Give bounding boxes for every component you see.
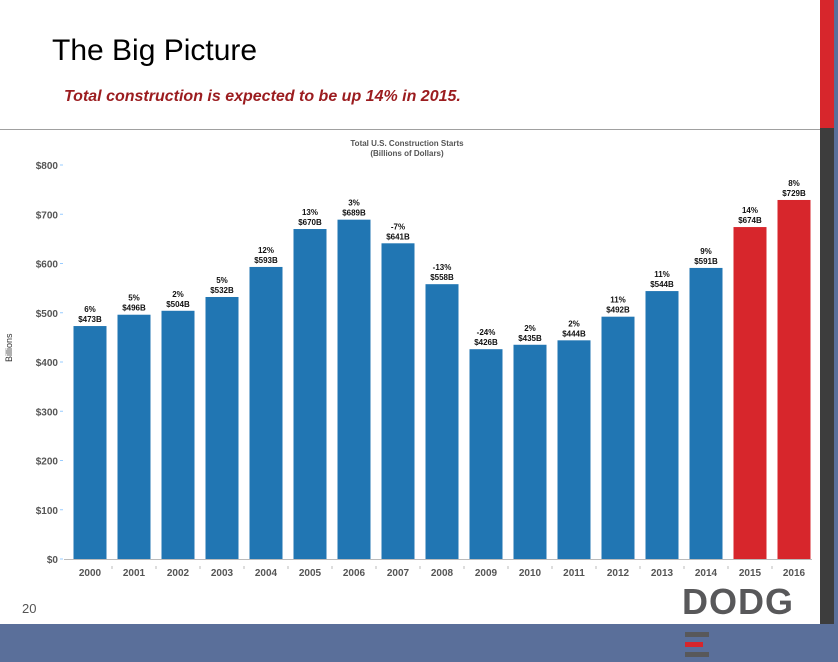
bar [381,243,415,559]
pct-label: 2% [172,290,184,299]
pct-label: 2% [524,324,536,333]
pct-label: 14% [742,206,758,215]
value-label: $674B [738,216,762,225]
pct-label: 5% [128,294,140,303]
bar [557,340,591,559]
bar [205,296,239,559]
pct-label: 6% [84,305,96,314]
value-label: $496B [122,304,146,313]
bar [425,284,459,559]
value-label: $593B [254,256,278,265]
x-tick-label: 2008 [431,568,454,579]
bar [777,199,811,559]
bar [733,227,767,559]
value-label: $641B [386,232,410,241]
pct-label: -13% [433,263,452,272]
x-tick-label: 2002 [167,568,190,579]
value-label: $729B [782,189,806,198]
y-tick-label: $0 [47,555,59,566]
slide-title: The Big Picture [52,34,258,67]
x-tick-label: 2010 [519,568,542,579]
page-number: 20 [22,601,37,616]
pct-label: 5% [216,276,228,285]
bar [117,314,151,559]
value-label: $558B [430,273,454,282]
x-tick-label: 2009 [475,568,498,579]
bar [601,316,635,559]
bar [293,229,327,559]
side-bar [820,128,834,624]
x-tick-label: 2011 [563,568,585,579]
bar [469,349,503,559]
value-label: $426B [474,338,498,347]
slide: The Big Picture Total construction is ex… [0,0,820,657]
value-label: $473B [78,315,102,324]
pct-label: 8% [788,179,800,188]
accent-bar [820,0,834,128]
y-tick-label: $300 [36,407,59,418]
x-tick-label: 2005 [299,568,322,579]
x-tick-label: 2006 [343,568,366,579]
pct-label: 13% [302,208,318,217]
pct-label: 3% [348,199,360,208]
pct-label: 11% [610,296,626,305]
value-label: $670B [298,218,322,227]
y-tick-label: $800 [36,161,59,172]
value-label: $544B [650,280,674,289]
bar [689,267,723,559]
y-tick-label: $500 [36,309,59,320]
y-tick-label: $100 [36,506,59,517]
y-tick-label: $700 [36,210,59,221]
y-tick-label: $400 [36,358,59,369]
chart-subtitle: (Billions of Dollars) [370,149,444,158]
chart-title: Total U.S. Construction Starts (Billions… [300,139,514,159]
bar [337,219,371,560]
pct-label: 11% [654,270,670,279]
divider [0,129,820,130]
x-tick-label: 2015 [739,568,762,579]
chart-title-main: Total U.S. Construction Starts [350,139,464,148]
bar [73,326,107,559]
bar-chart: $0 $100 $200 $300 $400 $500 $600 $700 $800 6%$473… [36,161,812,579]
pct-label: -7% [391,222,405,231]
y-tick-label: $600 [36,260,59,271]
bar [645,291,679,559]
x-tick-label: 2012 [607,568,630,579]
pct-label: -24% [477,328,496,337]
value-label: $689B [342,209,366,218]
x-tick-label: 2016 [783,568,806,579]
x-tick-label: 2001 [123,568,146,579]
pct-label: 2% [568,319,580,328]
bar [161,310,195,559]
y-tick-label: $200 [36,457,59,468]
slide-subtitle: Total construction is expected to be up … [64,88,461,105]
bar [513,344,547,559]
x-tick-label: 2014 [695,568,718,579]
x-tick-label: 2007 [387,568,410,579]
x-tick-label: 2004 [255,568,278,579]
pct-label: 12% [258,246,274,255]
value-label: $444B [562,329,586,338]
dodge-logo: DODG [682,582,820,662]
value-label: $591B [694,257,718,266]
bar [249,266,283,559]
value-label: $504B [166,300,190,309]
x-tick-label: 2003 [211,568,234,579]
pct-label: 9% [700,247,712,256]
value-label: $532B [210,286,234,295]
value-label: $492B [606,306,630,315]
x-tick-label: 2000 [79,568,102,579]
value-label: $435B [518,334,542,343]
x-tick-label: 2013 [651,568,674,579]
